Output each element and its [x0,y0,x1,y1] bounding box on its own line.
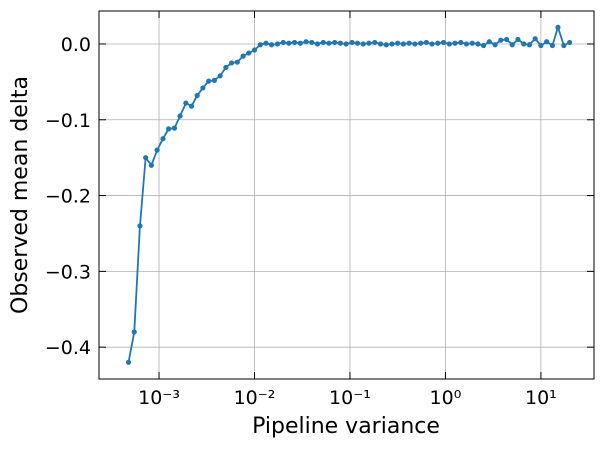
marker [154,147,160,153]
x-tick-label: 10¹ [525,387,557,409]
marker [521,41,527,47]
marker [406,40,412,46]
marker [332,39,338,46]
marker [320,39,326,46]
marker [498,37,504,43]
x-tick-label: 10⁰ [430,387,462,409]
marker [160,136,166,142]
marker [555,24,561,30]
marker [286,40,292,46]
marker [503,36,510,43]
marker [263,40,269,46]
marker [166,126,172,132]
marker [440,39,447,46]
marker [567,39,573,46]
marker [314,41,321,47]
marker [234,59,240,65]
marker [268,42,275,48]
marker [240,53,246,59]
y-tick-label: −0.3 [45,261,91,283]
marker [125,359,132,365]
y-tick-label: 0.0 [61,34,91,56]
marker [194,92,200,99]
marker [435,40,441,46]
marker [303,39,309,45]
marker [486,39,492,45]
marker [383,42,389,48]
y-tick-label: −0.4 [45,337,91,359]
marker [395,40,401,46]
marker [469,40,475,46]
y-tick-label: −0.2 [45,186,91,208]
marker [217,73,223,79]
marker [188,103,195,109]
marker [492,42,498,48]
marker [526,42,533,48]
marker [297,40,303,46]
marker [538,42,544,49]
marker [429,41,435,47]
x-tick-label: 10⁻³ [138,387,180,409]
marker [148,162,155,168]
y-axis-label: Observed mean delta [8,76,33,314]
marker [544,39,550,45]
marker [137,223,143,229]
marker [206,78,212,84]
marker [309,39,315,46]
marker [360,41,366,47]
x-axis-label: Pipeline variance [252,414,440,439]
marker [412,41,418,47]
marker [377,41,384,47]
marker [549,42,556,49]
marker [171,125,178,131]
marker [561,42,567,49]
x-tick-label: 10⁻² [234,387,276,409]
marker [326,40,332,46]
marker [343,41,349,47]
marker [349,39,355,46]
marker [446,41,452,47]
marker [475,41,481,47]
marker [257,42,263,48]
marker [183,100,189,106]
marker [211,77,217,83]
marker [131,329,137,335]
marker [200,85,206,91]
plot-frame [98,10,595,380]
marker [280,39,286,46]
marker [337,40,344,46]
marker [354,40,361,46]
marker [228,60,235,66]
x-tick-label: 10⁻¹ [329,387,371,409]
marker [509,42,515,48]
marker [463,41,470,47]
marker [251,47,258,53]
marker [423,39,429,46]
marker [274,41,281,47]
marker [372,39,378,46]
marker [532,36,538,42]
marker [418,40,424,46]
marker [400,41,407,47]
marker [515,36,521,43]
line [127,24,571,363]
marker [143,155,149,161]
y-tick-label: −0.1 [45,110,91,132]
marker [366,40,372,46]
marker [246,50,252,56]
marker [177,113,183,119]
marker [223,64,229,71]
marker [291,39,298,46]
marker [452,40,458,46]
marker [389,41,395,47]
marker [458,39,464,46]
marker [480,42,487,49]
